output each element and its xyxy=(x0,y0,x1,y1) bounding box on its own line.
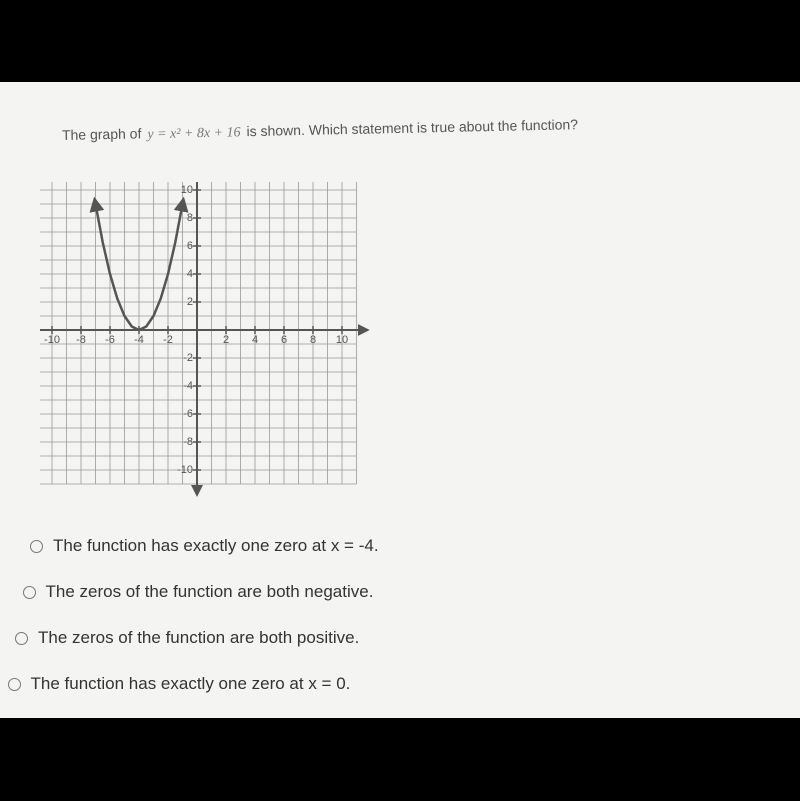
x-tick-label: 10 xyxy=(336,334,348,346)
radio[interactable] xyxy=(15,631,28,645)
x-tick-label: -10 xyxy=(44,334,60,346)
radio[interactable] xyxy=(7,677,21,691)
x-tick-label: -4 xyxy=(134,334,144,346)
x-tick-label: 2 xyxy=(223,334,229,346)
option[interactable]: The function has exactly one zero at x =… xyxy=(7,674,351,694)
y-tick-label: 2 xyxy=(187,296,193,308)
y-tick-label: -10 xyxy=(177,464,193,476)
y-tick-label: -4 xyxy=(183,380,193,392)
y-tick-label: -2 xyxy=(183,352,193,364)
y-tick-label: 6 xyxy=(187,240,193,252)
y-tick-label: 4 xyxy=(187,268,193,280)
option-text: The zeros of the function are both negat… xyxy=(45,582,374,601)
equation: y = x² + 8x + 16 xyxy=(147,125,241,143)
option[interactable]: The zeros of the function are both negat… xyxy=(22,582,374,602)
x-tick-label: 4 xyxy=(252,334,258,346)
question-suffix: is shown. Which statement is true about … xyxy=(246,116,579,140)
x-tick-label: 8 xyxy=(310,334,316,346)
y-tick-label: -6 xyxy=(183,408,193,420)
radio[interactable] xyxy=(22,585,36,599)
option[interactable]: The zeros of the function are both posit… xyxy=(15,628,359,648)
screen: The graph of y = x² + 8x + 16 is shown. Wh… xyxy=(0,82,800,718)
x-tick-label: -6 xyxy=(105,334,115,346)
curve xyxy=(89,196,189,332)
option[interactable]: The function has exactly one zero at x =… xyxy=(30,536,379,556)
x-tick-label: -2 xyxy=(163,334,173,346)
y-tick-label: 8 xyxy=(187,212,193,224)
option-text: The zeros of the function are both posit… xyxy=(38,628,360,647)
question-prefix: The graph of xyxy=(61,125,142,143)
radio[interactable] xyxy=(30,539,43,553)
option-text: The function has exactly one zero at x =… xyxy=(53,536,379,555)
x-tick-label: 6 xyxy=(281,334,287,346)
option-text: The function has exactly one zero at x =… xyxy=(30,674,351,693)
graph: -10 -8 -6 -4 -2 2 4 6 8 10 10 8 6 4 2 -2 -4 -6 -8 -10 xyxy=(40,182,370,497)
question: The graph of y = x² + 8x + 16 is shown. Wh… xyxy=(62,116,578,145)
y-tick-label: -8 xyxy=(183,436,193,448)
y-tick-label: 10 xyxy=(181,184,193,196)
x-tick-label: -8 xyxy=(76,334,86,346)
